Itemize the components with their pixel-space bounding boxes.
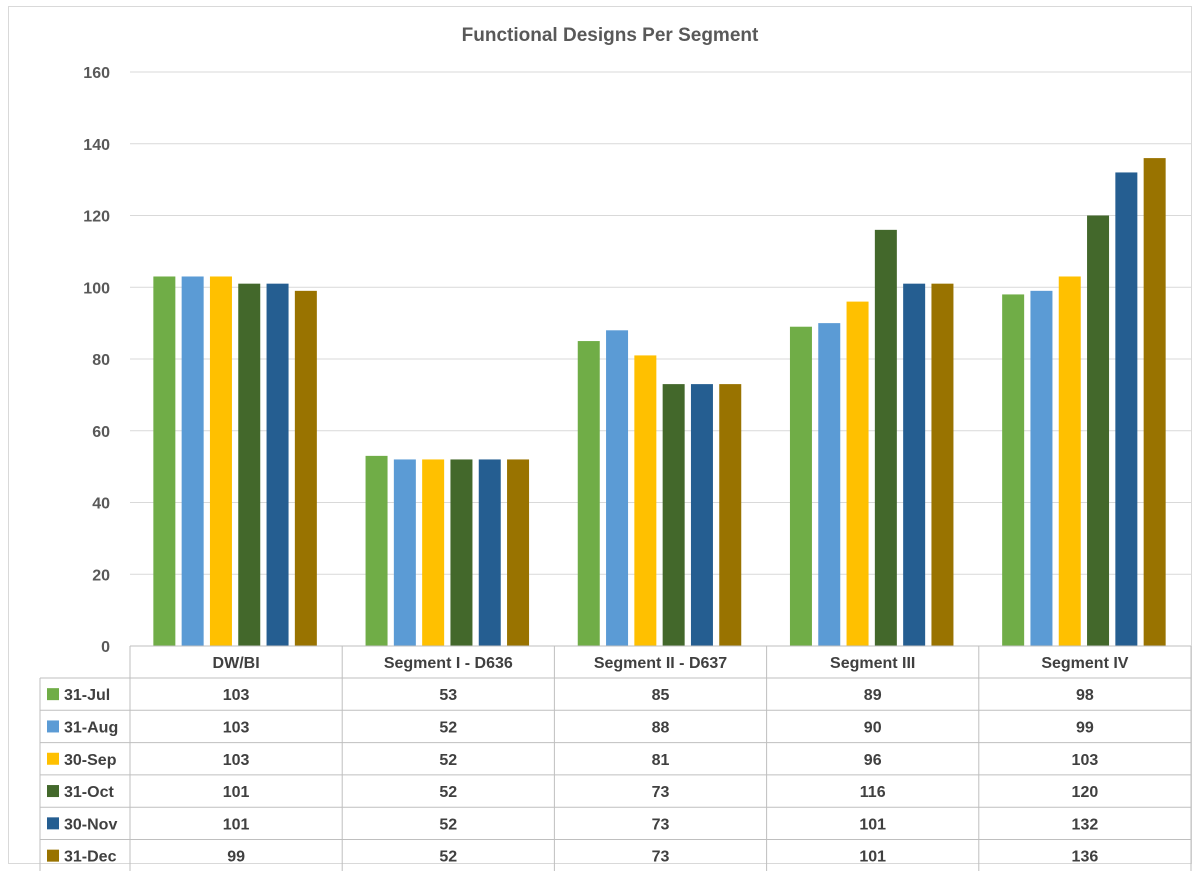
series-label: 31-Oct	[64, 784, 114, 801]
data-value: 101	[223, 784, 250, 801]
y-tick-label: 0	[101, 639, 110, 656]
bar	[690, 384, 713, 646]
bar	[634, 355, 657, 646]
y-tick-label: 20	[92, 567, 110, 584]
data-value: 103	[223, 719, 250, 736]
bars	[153, 158, 1166, 646]
bar	[903, 283, 926, 646]
bar	[266, 283, 289, 646]
category-label: Segment III	[830, 655, 915, 672]
data-value: 52	[439, 784, 457, 801]
data-value: 116	[860, 784, 886, 801]
legend-key	[47, 720, 59, 733]
category-label: Segment IV	[1041, 655, 1128, 672]
y-tick-label: 120	[83, 209, 110, 226]
data-value: 103	[1072, 752, 1099, 769]
category-label: DW/BI	[213, 655, 260, 672]
bar	[294, 290, 317, 646]
data-value: 73	[652, 784, 670, 801]
y-tick-label: 160	[83, 65, 110, 82]
bar	[931, 283, 954, 646]
bar	[153, 276, 176, 646]
bar	[1143, 158, 1166, 646]
bar	[606, 330, 629, 646]
data-value: 120	[1072, 784, 1099, 801]
bar	[181, 276, 204, 646]
data-value: 98	[1076, 687, 1094, 704]
data-value: 52	[439, 816, 457, 833]
data-table: DW/BI Segment I - D636 Segment II - D637 Se…	[39, 645, 1192, 871]
series-label: 31-Aug	[64, 719, 118, 736]
bar	[1115, 172, 1138, 646]
legend-key	[47, 688, 59, 701]
data-value: 52	[439, 752, 457, 769]
bar	[1058, 276, 1081, 646]
bar	[478, 459, 501, 646]
y-tick-label: 60	[92, 424, 110, 441]
bar	[789, 326, 812, 646]
y-tick-label: 80	[92, 352, 110, 369]
data-value: 53	[439, 687, 457, 704]
data-value: 136	[1072, 849, 1099, 866]
bar	[238, 283, 261, 646]
bar	[719, 384, 742, 646]
data-value: 73	[652, 816, 670, 833]
series-label: 30-Sep	[64, 752, 117, 769]
data-value: 88	[652, 719, 670, 736]
data-value: 101	[859, 816, 886, 833]
data-value: 52	[439, 719, 457, 736]
data-value: 99	[227, 849, 245, 866]
y-axis-ticks: 0 20 40 60 80 100 120 140 160	[83, 65, 110, 656]
legend-key	[47, 752, 59, 765]
bar	[422, 459, 445, 646]
data-value: 101	[859, 849, 886, 866]
bar	[393, 459, 416, 646]
bar	[1087, 215, 1110, 646]
series-label: 31-Jul	[64, 687, 110, 704]
y-tick-label: 40	[92, 496, 110, 513]
data-value: 73	[652, 849, 670, 866]
y-tick-label: 140	[83, 137, 110, 154]
series-label: 30-Nov	[64, 816, 117, 833]
bar	[1030, 290, 1053, 646]
data-value: 132	[1072, 816, 1099, 833]
legend-key	[47, 817, 59, 830]
data-value: 90	[864, 719, 882, 736]
data-value: 81	[652, 752, 670, 769]
chart-title: Functional Designs Per Segment	[462, 25, 759, 46]
data-value: 89	[864, 687, 882, 704]
bar	[365, 455, 388, 646]
bar	[507, 459, 530, 646]
data-value: 96	[864, 752, 882, 769]
data-value: 52	[439, 849, 457, 866]
data-value: 103	[223, 752, 250, 769]
bar	[209, 276, 232, 646]
bar	[846, 301, 869, 646]
data-value: 101	[223, 816, 250, 833]
y-tick-label: 100	[83, 280, 110, 297]
bar	[874, 229, 897, 646]
bar	[662, 384, 685, 646]
bar	[577, 341, 600, 646]
data-value: 99	[1076, 719, 1094, 736]
category-label: Segment I - D636	[384, 655, 513, 672]
category-label: Segment II - D637	[594, 655, 727, 672]
legend-key	[47, 785, 59, 798]
bar	[1002, 294, 1025, 646]
legend-key	[47, 849, 59, 862]
series-label: 31-Dec	[64, 849, 117, 866]
bar	[450, 459, 473, 646]
data-value: 85	[652, 687, 670, 704]
bar	[818, 323, 841, 646]
data-value: 103	[223, 687, 250, 704]
